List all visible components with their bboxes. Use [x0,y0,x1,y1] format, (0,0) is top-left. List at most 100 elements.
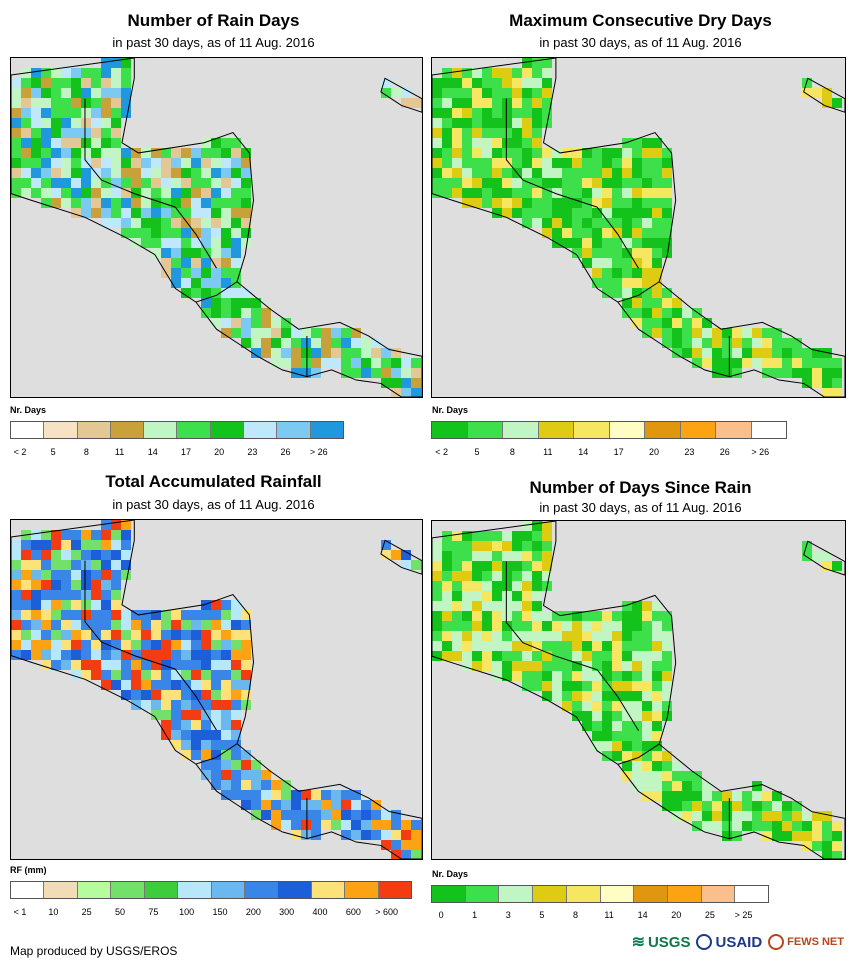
raster-cell [532,198,542,208]
legend-tick-label: 14 [637,910,648,920]
raster-cell [321,820,331,830]
raster-cell [221,680,231,690]
raster-cell [542,641,552,651]
raster-cell [321,358,331,368]
raster-cell [482,178,492,188]
raster-cell [221,168,231,178]
raster-cell [41,138,51,148]
raster-cell [442,178,452,188]
raster-cell [411,840,421,850]
raster-cell [812,348,822,358]
raster-cell [111,158,121,168]
raster-cell [442,591,452,601]
legend-swatch [278,882,312,898]
raster-cell [111,148,121,158]
raster-cell [512,531,522,541]
raster-cell [622,198,632,208]
raster-cell [512,671,522,681]
legend-tick-label: 5 [50,447,56,457]
raster-cell [251,328,261,338]
legend-title: RF (mm) [10,865,47,875]
raster-cell [61,128,71,138]
raster-cell [442,541,452,551]
island-outline [803,77,845,113]
raster-cell [41,660,51,670]
raster-cell [492,198,502,208]
raster-cell [201,600,211,610]
raster-cell [502,88,512,98]
raster-cell [191,228,201,238]
coastline [432,521,845,859]
raster-cell [502,68,512,78]
raster-cell [532,681,542,691]
island-outline [380,77,422,113]
map-canvas [432,58,845,397]
raster-cell [802,541,812,551]
raster-cell [642,601,652,611]
raster-cell [91,570,101,580]
raster-cell [652,268,662,278]
raster-cell [492,128,502,138]
raster-cell [592,158,602,168]
raster-cell [121,198,131,208]
raster-cell [251,338,261,348]
raster-cell [432,611,442,621]
raster-cell [432,118,442,128]
raster-cell [642,671,652,681]
raster-cell [692,811,702,821]
raster-cell [31,580,41,590]
raster-cell [582,248,592,258]
raster-cell [432,571,442,581]
raster-cell [201,630,211,640]
raster-cell [542,661,552,671]
raster-cell [131,650,141,660]
raster-cell [221,720,231,730]
raster-cell [822,98,832,108]
raster-cell [91,610,101,620]
raster-cell [111,108,121,118]
raster-cell [171,680,181,690]
legend-tick-label: 26 [280,447,291,457]
raster-cell [542,521,552,531]
raster-cell [532,158,542,168]
legend-swatch [177,422,211,438]
raster-cell [151,690,161,700]
raster-cell [71,590,81,600]
raster-cell [512,88,522,98]
raster-cell [552,671,562,681]
raster-cell [532,541,542,551]
raster-cell [81,198,91,208]
raster-cell [31,570,41,580]
raster-cell [111,600,121,610]
raster-cell [592,651,602,661]
raster-cell [522,148,532,158]
raster-cell [61,540,71,550]
raster-cell [502,651,512,661]
raster-cell [632,601,642,611]
raster-cell [181,168,191,178]
raster-cell [592,711,602,721]
raster-cell [141,640,151,650]
raster-cell [662,208,672,218]
raster-cell [181,640,191,650]
raster-cell [482,551,492,561]
raster-cell [622,611,632,621]
raster-cell [21,610,31,620]
raster-cell [792,368,802,378]
raster-cell [512,621,522,631]
raster-cell [602,248,612,258]
raster-cell [652,701,662,711]
raster-cell [442,551,452,561]
raster-cell [642,761,652,771]
raster-cell [642,701,652,711]
raster-cell [171,198,181,208]
raster-cell [662,751,672,761]
raster-cell [582,611,592,621]
raster-cell [542,681,552,691]
raster-cell [812,811,822,821]
raster-cell [572,148,582,158]
raster-cell [532,168,542,178]
raster-cell [662,761,672,771]
raster-cell [231,158,241,168]
raster-cell [331,358,341,368]
